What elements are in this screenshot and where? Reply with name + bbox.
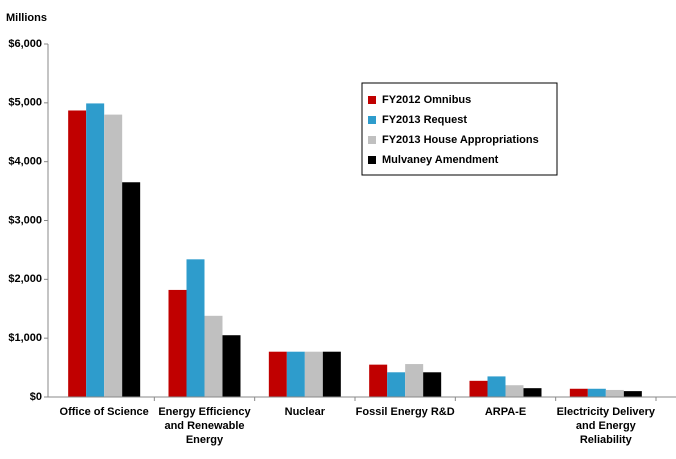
y-tick-label: $3,000	[8, 214, 42, 226]
bar	[387, 372, 406, 397]
legend-label: Mulvaney Amendment	[382, 154, 499, 166]
bar	[286, 351, 305, 397]
legend-label: FY2013 House Appropriations	[382, 134, 539, 146]
bar	[569, 388, 588, 397]
bar	[68, 110, 87, 398]
legend-label: FY2012 Omnibus	[382, 94, 471, 106]
x-tick-label: Electricity Delivery and Energy Reliabil…	[556, 406, 656, 446]
bar	[304, 351, 323, 397]
bar	[204, 315, 223, 397]
y-tick-label: $2,000	[8, 273, 42, 285]
bar	[322, 351, 341, 397]
bar	[423, 372, 442, 397]
y-tick-label: $6,000	[8, 38, 42, 50]
bar	[268, 351, 287, 397]
bar	[587, 388, 606, 397]
bar	[523, 388, 542, 397]
y-tick-label: $5,000	[8, 97, 42, 109]
legend-swatch	[368, 136, 376, 144]
bar	[505, 385, 524, 397]
bar	[623, 391, 642, 397]
bar	[122, 182, 141, 397]
bar	[605, 389, 624, 397]
legend-swatch	[368, 96, 376, 104]
y-tick-label: $4,000	[8, 156, 42, 168]
y-tick-label: $0	[30, 391, 42, 403]
x-tick-label: Nuclear	[284, 406, 325, 418]
legend-swatch	[368, 156, 376, 164]
bar	[369, 364, 388, 397]
bar	[222, 335, 241, 397]
bar	[168, 289, 187, 397]
x-tick-label: ARPA-E	[484, 406, 527, 418]
legend-label: FY2013 Request	[382, 114, 467, 126]
bar	[186, 259, 205, 397]
bar	[487, 376, 506, 397]
x-tick-label: Energy Efficiency and Renewable Energy	[158, 406, 251, 446]
x-tick-label: Fossil Energy R&D	[355, 406, 455, 418]
y-tick-label: $1,000	[8, 332, 42, 344]
bar	[469, 380, 488, 397]
bar	[104, 114, 123, 397]
y-axis-label: Millions	[6, 12, 47, 24]
bar	[405, 364, 424, 397]
legend-box	[361, 82, 558, 176]
bar	[86, 103, 105, 398]
x-tick-label: Office of Science	[59, 406, 149, 418]
legend-swatch	[368, 116, 376, 124]
